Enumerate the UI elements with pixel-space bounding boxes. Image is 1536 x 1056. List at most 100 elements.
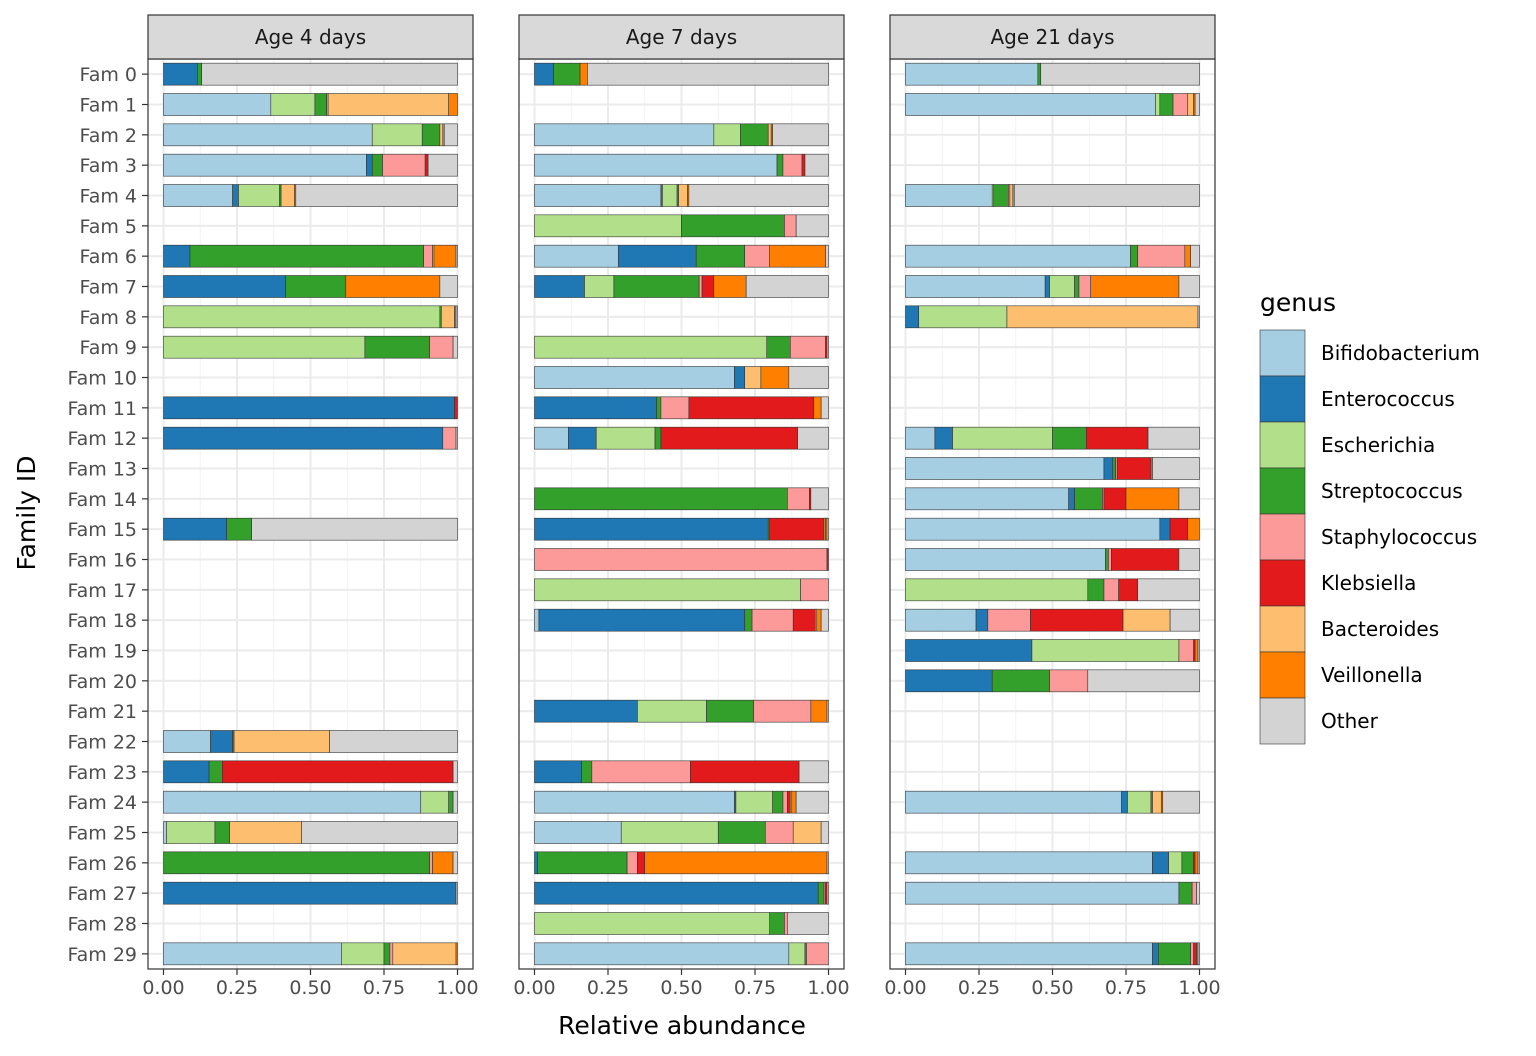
y-axis-title: Family ID [12,455,41,570]
bar-segment [788,366,829,389]
bar-segment [534,790,735,814]
legend-key [1259,467,1306,515]
bar-segment [769,517,825,541]
bar-segment [392,942,457,966]
y-tick-label: Fam 5 [80,216,137,238]
y-tick-label: Fam 21 [67,701,137,723]
bar-segment [229,821,302,844]
bar-segment [1152,790,1162,814]
bar-segment [905,548,1106,571]
stacked-bar [163,517,458,541]
bar-segment [295,184,458,207]
y-tick-label: Fam 8 [80,307,137,329]
bar-segment [1087,669,1200,693]
stacked-bar [534,153,829,177]
y-tick-label: Fam 23 [67,762,137,784]
bar-segment [905,275,1046,298]
bar-segment [1147,426,1200,450]
bar-segment [905,184,993,207]
x-tick-label: 0.00 [884,977,926,999]
stacked-bar [163,275,458,298]
stacked-bar [534,912,829,935]
stacked-bar [163,790,458,814]
stacked-bar [905,184,1200,207]
bar-segment [1044,275,1050,298]
legend-label: Veillonella [1321,663,1423,687]
facet-strip [889,14,1216,60]
bar-segment [364,335,430,359]
bar-segment [1118,578,1139,602]
x-tick-label: 0.50 [660,977,702,999]
bar-segment [455,426,458,450]
bar-segment [1159,93,1174,116]
bar-segment [905,457,1105,480]
bar-segment [423,244,433,268]
bar-segment [1037,62,1042,86]
stacked-bar [905,275,1200,298]
y-tick-label: Fam 24 [67,792,137,814]
legend-key [1259,421,1306,469]
bar-segment [1194,639,1199,662]
bar-segment [1191,881,1197,905]
bar-segment [534,396,657,420]
x-tick-label: 0.25 [958,977,1000,999]
bar-segment [801,153,806,177]
bar-segment [420,790,449,814]
bar-segment [637,699,707,723]
bar-segment [1068,487,1075,511]
y-tick-label: Fam 18 [67,610,137,632]
bar-segment [660,396,690,420]
stacked-bar [905,548,1200,571]
bar-segment [163,790,422,814]
bar-segment [280,184,295,207]
bar-segment [745,275,829,298]
stacked-bar [534,184,829,207]
bar-segment [1178,881,1193,905]
stacked-bar [534,366,829,389]
bar-segment [1111,548,1180,571]
bar-segment [1194,93,1200,116]
bar-segment [1078,275,1092,298]
bar-segment [905,639,1033,662]
bar-segment [197,62,203,86]
legend-label: Bifidobacterium [1321,341,1480,365]
bar-segment [429,851,433,875]
bar-segment [163,396,455,420]
x-tick-label: 0.00 [513,977,555,999]
bar-segment [1052,426,1087,450]
bar-segment [1197,639,1200,662]
bar-segment [1087,578,1105,602]
bar-segment [905,305,920,329]
bar-segment [991,669,1050,693]
x-tick-label: 0.75 [1105,977,1147,999]
y-tick-label: Fam 6 [80,246,137,268]
bar-segment [1137,244,1186,268]
bar-segment [1122,608,1171,632]
bar-segment [1194,851,1199,875]
bar-segment [791,790,797,814]
bar-segment [905,62,1039,86]
y-axis: Fam 0 Fam 1 Fam 2 Fam 3 Fam 4 Fam 5 Fam 6 Fam 7… [67,64,148,966]
bar-segment [826,699,829,723]
bar-segment [301,821,458,844]
bar-segment [534,123,715,147]
facet-panel: Age 4 days 0.00 0.25 0.50 0.75 1.00 [142,14,479,999]
bar-segment [1169,517,1189,541]
bar-segment [226,517,253,541]
bar-segment [166,821,216,844]
y-tick-label: Fam 26 [67,853,137,875]
bar-segment [424,153,429,177]
bar-segment [584,275,615,298]
facet-panel: Age 7 days 0.00 0.25 0.50 0.75 1.00 [513,14,850,999]
bar-segment [534,821,622,844]
stacked-bar [905,457,1200,480]
bar-segment [534,366,735,389]
bar-segment [820,396,829,420]
stacked-bar [905,487,1200,511]
bar-segment [735,790,773,814]
y-tick-label: Fam 15 [67,519,137,541]
legend-item: Bifidobacterium [1259,329,1480,377]
bar-segment [441,305,455,329]
